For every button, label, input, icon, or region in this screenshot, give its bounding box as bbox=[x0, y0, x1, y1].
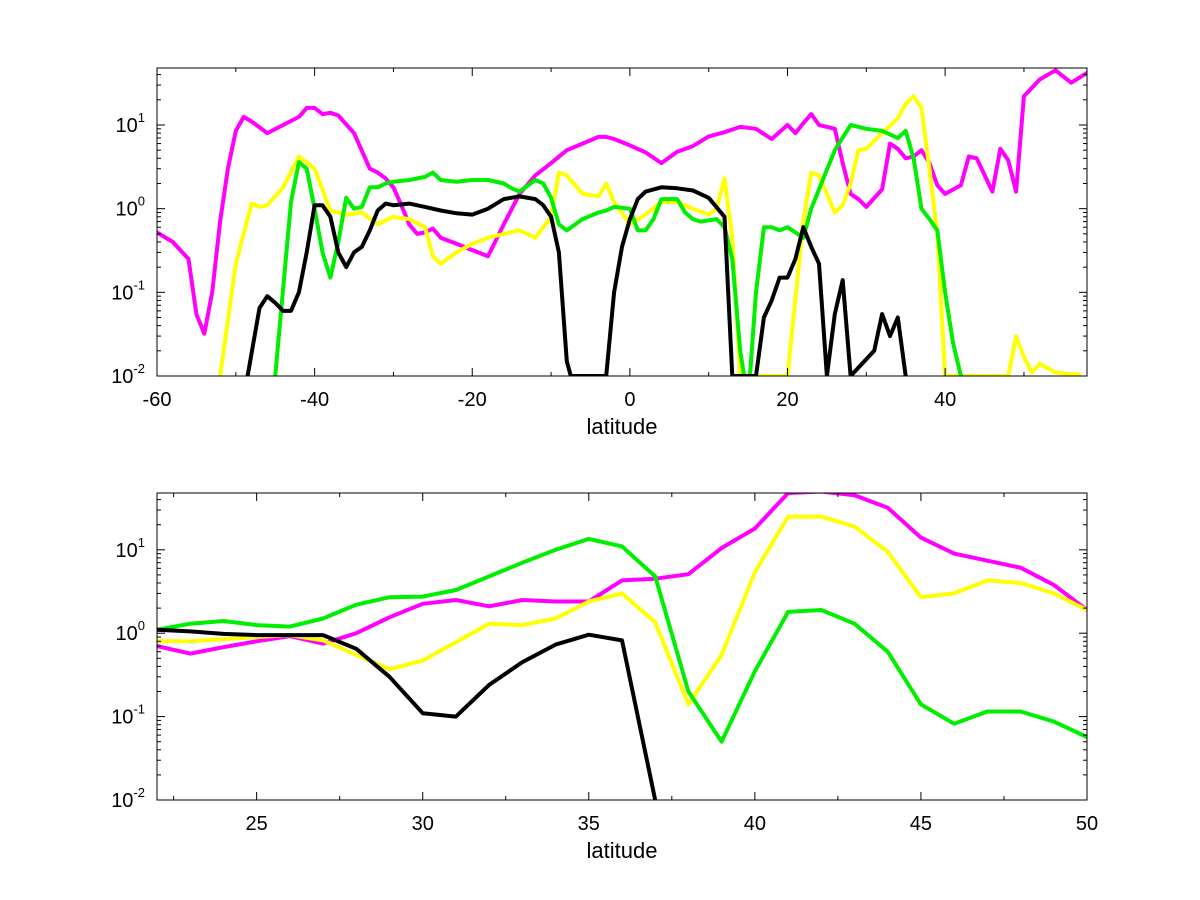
y-tick-label: 101 bbox=[116, 110, 145, 137]
series-line-1 bbox=[157, 68, 1087, 336]
x-tick-label: 40 bbox=[934, 389, 956, 411]
y-tick-label: 10-1 bbox=[111, 702, 145, 729]
x-tick-label: -40 bbox=[300, 389, 329, 411]
x-tick-label: 45 bbox=[910, 813, 932, 835]
chart-1: -60 -40 -20 0 20 40 10-2 10-1 100 101 latitude bbox=[111, 67, 1088, 439]
series-group bbox=[157, 493, 1087, 800]
x-tick-label: 25 bbox=[246, 813, 268, 835]
x-tick-label: 50 bbox=[1076, 813, 1098, 835]
x-tick-label: 35 bbox=[578, 813, 600, 835]
x-tick-label: 20 bbox=[776, 389, 798, 411]
x-tick-label: 40 bbox=[744, 813, 766, 835]
series-line-4 bbox=[245, 185, 908, 376]
series-line-2 bbox=[157, 514, 1087, 707]
chart-2: 25 30 35 40 45 50 10-2 10-1 100 101 latitude bbox=[111, 492, 1098, 863]
series-line-3 bbox=[157, 536, 1087, 744]
x-tick-label: -60 bbox=[143, 389, 172, 411]
y-tick-label: 100 bbox=[116, 194, 145, 221]
x-tick-label: 0 bbox=[624, 389, 635, 411]
y-tick-label: 10-1 bbox=[111, 277, 145, 304]
x-tick-label: 30 bbox=[412, 813, 434, 835]
x-axis-label: latitude bbox=[587, 414, 658, 439]
y-tick-label: 10-2 bbox=[111, 785, 145, 812]
y-tick-label: 10-2 bbox=[111, 361, 145, 388]
x-tick-label: -20 bbox=[458, 389, 487, 411]
y-tick-label: 101 bbox=[116, 535, 145, 562]
x-axis-label: latitude bbox=[587, 838, 658, 863]
series-group bbox=[157, 68, 1087, 376]
series-line-4 bbox=[157, 627, 658, 800]
series-line-3 bbox=[273, 123, 963, 376]
plot-frame bbox=[156, 67, 1088, 377]
y-tick-label: 100 bbox=[116, 618, 145, 645]
series-line-1 bbox=[157, 493, 1087, 656]
